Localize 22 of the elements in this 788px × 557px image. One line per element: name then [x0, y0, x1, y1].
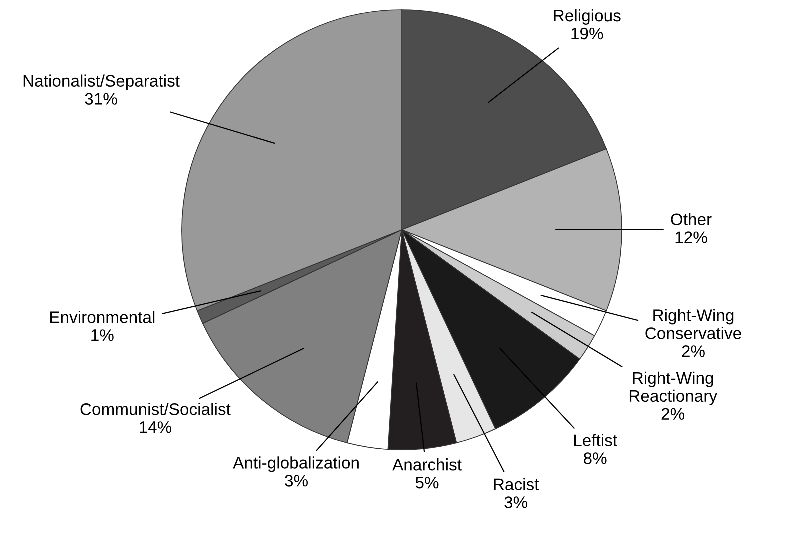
data-label: 8%	[584, 452, 607, 464]
slice-label: Other	[671, 213, 712, 226]
slice-label: Communist/Socialist	[80, 403, 231, 416]
data-label: 12%	[676, 232, 708, 244]
data-label: 2%	[662, 408, 685, 420]
data-label: 19%	[572, 28, 604, 40]
slice-label: Right-Wing Reactionary	[630, 372, 718, 406]
data-label: 14%	[140, 422, 172, 434]
slice-label: Racist	[494, 478, 540, 490]
data-label: 2%	[682, 346, 705, 358]
slice-label: Anarchist	[392, 458, 462, 471]
data-label: 31%	[85, 93, 118, 105]
data-label: 3%	[504, 496, 528, 508]
slice-label: Environmental	[50, 311, 155, 324]
slice-label: Anti-globalization	[233, 456, 359, 472]
data-label: 3%	[285, 475, 308, 487]
slice-label: Religious	[554, 9, 621, 25]
slice-label: Nationalist/Separatist	[24, 74, 180, 90]
data-label: 5%	[416, 477, 439, 489]
slice-label: Right-Wing Conservative	[646, 309, 742, 340]
data-label: 1%	[92, 330, 114, 342]
slice-label: Leftist	[574, 434, 618, 446]
